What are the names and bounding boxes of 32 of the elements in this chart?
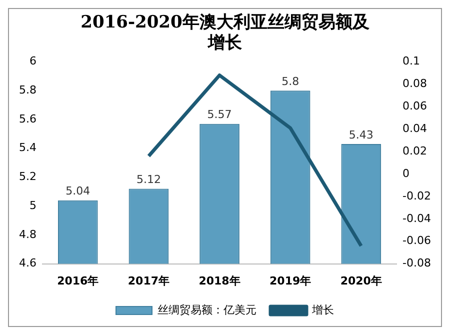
- data-label: 5.04: [66, 184, 90, 198]
- y2-tick-label: 0.04: [402, 122, 428, 135]
- data-label: 5.57: [207, 108, 232, 122]
- data-label: 5.8: [282, 75, 300, 88]
- y2-tick-label: 0.06: [402, 100, 428, 113]
- x-tick-label: 2017年: [128, 274, 170, 288]
- text: 增长: [208, 33, 242, 54]
- y2-tick-label: 0.08: [402, 77, 428, 90]
- y-tick-label: 5: [29, 198, 36, 212]
- text: 2016-2020年澳大利亚丝绸贸易额及: [80, 12, 370, 33]
- y-tick-label: 5.4: [18, 141, 36, 154]
- x-tick-label: 2016年: [57, 274, 99, 288]
- y2-tick-label: -0.06: [402, 234, 432, 248]
- y2-tick-label: -0.04: [402, 212, 432, 225]
- legend-label: 增长: [311, 303, 334, 316]
- data-label: 5.43: [348, 128, 374, 142]
- y2-tick-label: -0.02: [402, 189, 432, 202]
- data-label: 5.12: [136, 173, 161, 186]
- y-tick-label: 5.2: [18, 170, 36, 184]
- x-tick-label: 2020年: [340, 274, 382, 288]
- y2-tick-label: 0: [402, 166, 410, 180]
- y2-tick-label: 0.02: [402, 144, 428, 158]
- legend-label: 丝绸贸易额：亿美元: [158, 303, 256, 316]
- y-tick-label: 5.8: [18, 84, 36, 97]
- y-tick-label: 4.6: [18, 256, 36, 270]
- y-tick-label: 5.6: [18, 112, 36, 126]
- y2-tick-label: -0.08: [402, 256, 432, 270]
- y2-tick-label: 0.1: [402, 54, 420, 68]
- x-tick-label: 2018年: [198, 274, 240, 288]
- y-tick-label: 4.8: [18, 228, 36, 241]
- y-tick-label: 6: [29, 54, 36, 68]
- x-tick-label: 2019年: [270, 274, 312, 288]
